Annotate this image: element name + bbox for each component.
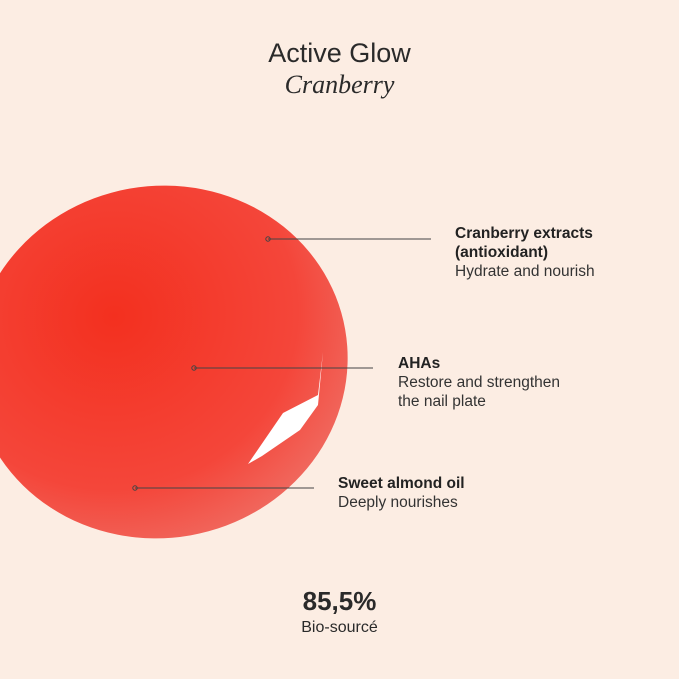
ingredient-name: Cranberry extracts — [455, 225, 593, 242]
ingredient-name: AHAs — [398, 355, 441, 372]
bio-sourced-label: Bio-sourcé — [301, 619, 378, 636]
leader-dot — [265, 236, 271, 242]
ingredient-cranberry: Cranberry extracts (antioxidant) Hydrate… — [455, 224, 595, 281]
product-shade: Cranberry — [284, 70, 395, 99]
ingredient-name-note: (antioxidant) — [455, 244, 548, 261]
ingredient-ahas: AHAs Restore and strengthen the nail pla… — [398, 354, 560, 411]
leader-dot — [191, 365, 197, 371]
ingredient-name: Sweet almond oil — [338, 475, 465, 492]
ingredient-benefit: Hydrate and nourish — [455, 263, 595, 280]
ingredient-benefit: Deeply nourishes — [338, 494, 458, 511]
ingredient-almond-oil: Sweet almond oil Deeply nourishes — [338, 474, 465, 512]
highlight — [248, 352, 323, 464]
leader-dot — [132, 485, 138, 491]
polish-drop — [0, 185, 348, 539]
ingredient-benefit: the nail plate — [398, 393, 486, 410]
product-title: Active Glow — [268, 38, 411, 68]
ingredient-benefit: Restore and strengthen — [398, 374, 560, 391]
bio-sourced-percentage: 85,5% — [302, 586, 377, 616]
